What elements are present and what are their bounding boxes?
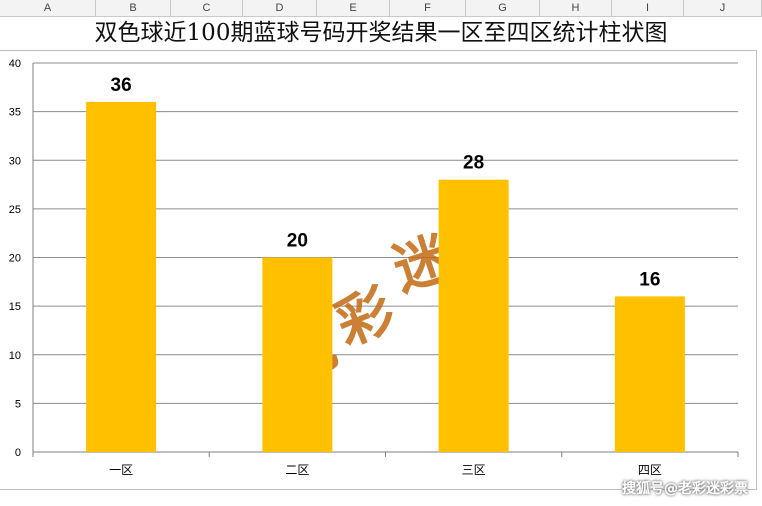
column-header-d[interactable]: D (243, 0, 317, 16)
column-header-h[interactable]: H (540, 0, 612, 16)
column-header-a[interactable]: A (0, 0, 96, 16)
column-header-b[interactable]: B (96, 0, 171, 16)
bar (86, 101, 157, 453)
data-label: 20 (287, 231, 308, 252)
bar (438, 179, 509, 452)
data-label: 28 (463, 153, 484, 174)
bar (614, 296, 685, 452)
x-tick-label: 二区 (285, 463, 309, 477)
y-tick-label: 35 (9, 107, 21, 119)
chart-title: 双色球近100期蓝球号码开奖结果一区至四区统计柱状图 (94, 20, 668, 46)
y-tick-label: 25 (9, 204, 21, 216)
y-tick-label: 0 (15, 447, 21, 459)
column-header-e[interactable]: E (317, 0, 390, 16)
x-tick-label: 四区 (638, 463, 662, 477)
x-tick-label: 一区 (109, 463, 133, 477)
y-tick-label: 10 (9, 350, 21, 362)
y-tick-label: 20 (9, 253, 21, 265)
y-tick-label: 15 (9, 301, 21, 313)
y-tick-label: 40 (9, 58, 21, 70)
x-tick-label: 三区 (462, 463, 486, 477)
y-tick-label: 5 (15, 398, 21, 410)
data-label: 36 (111, 75, 132, 96)
column-header-g[interactable]: G (466, 0, 540, 16)
watermark-text: 搜狐号@老彩迷彩票 (622, 481, 748, 497)
data-label: 16 (639, 269, 660, 290)
column-header-f[interactable]: F (390, 0, 466, 16)
logo-watermark-glyph: 彩 (327, 277, 403, 358)
column-header-c[interactable]: C (171, 0, 243, 16)
y-tick-label: 30 (9, 155, 21, 167)
column-header-i[interactable]: I (612, 0, 684, 16)
bar (262, 257, 333, 452)
